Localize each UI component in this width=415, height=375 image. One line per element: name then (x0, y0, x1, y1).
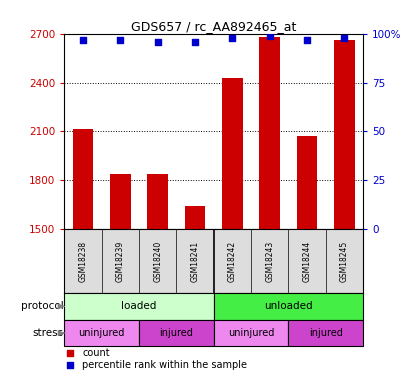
Point (67, 350, 73, 355)
Bar (64, 293, 214, 320)
Text: uninjured: uninjured (228, 328, 274, 338)
Bar (259, 37, 280, 229)
Bar (110, 174, 131, 229)
Text: GSM18239: GSM18239 (116, 240, 125, 282)
Point (192, 39, 198, 45)
Bar (288, 320, 363, 346)
Bar (222, 78, 243, 229)
Text: stress: stress (32, 328, 63, 338)
Text: GSM18244: GSM18244 (303, 240, 312, 282)
Text: unloaded: unloaded (264, 302, 313, 311)
Point (117, 37, 124, 43)
Bar (64, 320, 139, 346)
Bar (334, 40, 355, 229)
Bar (297, 135, 317, 229)
Bar (214, 320, 288, 346)
Text: count: count (82, 348, 110, 358)
Point (229, 34, 236, 40)
Point (341, 34, 348, 40)
Point (67, 362, 73, 368)
Text: percentile rank within the sample: percentile rank within the sample (82, 360, 247, 370)
Text: injured: injured (309, 328, 343, 338)
Text: GSM18238: GSM18238 (78, 240, 88, 282)
Text: loaded: loaded (121, 302, 157, 311)
Text: GSM18242: GSM18242 (228, 240, 237, 282)
Text: injured: injured (159, 328, 193, 338)
Text: protocol: protocol (21, 302, 63, 311)
Point (266, 33, 273, 39)
Bar (73, 129, 93, 229)
Bar (147, 174, 168, 229)
Text: uninjured: uninjured (78, 328, 125, 338)
Bar (214, 293, 363, 320)
Point (304, 37, 310, 43)
Point (80, 37, 86, 43)
Text: GSM18245: GSM18245 (340, 240, 349, 282)
Text: GSM18241: GSM18241 (190, 240, 200, 282)
Text: GSM18243: GSM18243 (265, 240, 274, 282)
Bar (139, 320, 214, 346)
Title: GDS657 / rc_AA892465_at: GDS657 / rc_AA892465_at (131, 20, 296, 33)
Text: GSM18240: GSM18240 (153, 240, 162, 282)
Bar (185, 206, 205, 229)
Point (154, 39, 161, 45)
